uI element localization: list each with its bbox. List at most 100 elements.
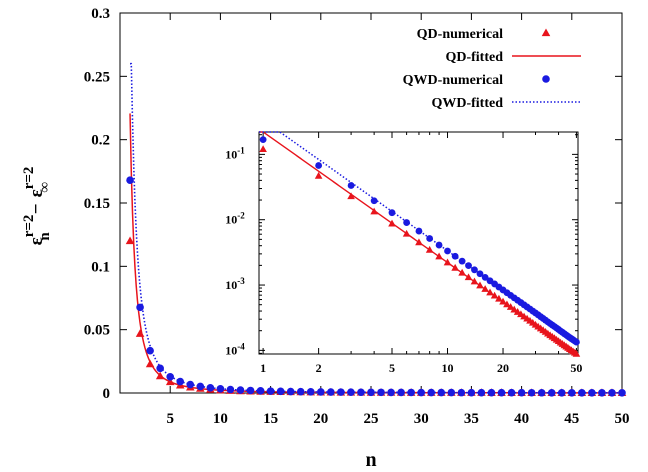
inset-qd-point	[402, 229, 411, 237]
qwd-point	[286, 387, 295, 396]
x-axis-label: n	[365, 449, 376, 471]
inset-qd-point	[490, 291, 499, 299]
x-tick-label: 25	[364, 411, 379, 427]
inset-qd-point	[388, 219, 396, 227]
svg-text:εr=2n−εr=2∞: εr=2n−εr=2∞	[21, 167, 53, 246]
qwd-point	[196, 382, 205, 391]
x-tick-label: 35	[464, 411, 479, 427]
inset-y-tick-label: 10-3	[225, 276, 245, 292]
inset-qwd-point	[476, 270, 484, 278]
qwd-point	[397, 388, 405, 397]
inset-qd-point	[347, 192, 355, 200]
x-tick-label: 40	[514, 411, 529, 427]
legend-label: QWD-fitted	[431, 96, 503, 111]
qwd-point	[427, 388, 436, 397]
x-tick-label: 15	[263, 411, 278, 427]
inset-qd-point	[503, 300, 511, 308]
inset-y-tick-label: 10-4	[225, 341, 245, 357]
inset-qwd-point	[259, 136, 267, 144]
inset-qd-point	[495, 294, 503, 302]
qwd-point	[266, 387, 275, 395]
inset-qwd-point	[415, 227, 423, 235]
y-label-base-1: ε	[26, 237, 47, 245]
qwd-point	[598, 389, 606, 397]
inset-qd-point	[476, 281, 484, 289]
inset-qwd-point	[403, 219, 411, 226]
inset-qd-point	[464, 273, 473, 281]
qwd-point	[357, 388, 365, 397]
inset-qd-point	[425, 245, 434, 253]
y-axis-label: εr=2n−εr=2∞	[21, 167, 53, 246]
y-label-sub-1: n	[37, 232, 53, 241]
inset-qd-point	[499, 297, 507, 305]
qwd-point	[517, 388, 526, 397]
y-label-sup-1: r=2	[21, 215, 37, 238]
qwd-point	[327, 388, 335, 396]
x-tick-label: 20	[313, 411, 328, 427]
qd-point	[135, 329, 145, 337]
qwd-point	[156, 364, 164, 373]
inset-qwd-point	[573, 338, 580, 346]
inset-qd-point	[470, 277, 479, 285]
inset-y-tick-label: 10-2	[225, 211, 245, 227]
inset-qd-point	[415, 238, 423, 246]
x-tick-label: 5	[166, 411, 174, 427]
qwd-point	[337, 388, 345, 396]
x-tick-label: 50	[615, 411, 630, 427]
legend-label: QWD-numerical	[403, 73, 503, 88]
qwd-point	[537, 388, 546, 397]
qwd-point	[497, 388, 506, 397]
qwd-point	[618, 389, 626, 397]
inset-y-tick-label: 10-1	[225, 145, 245, 161]
inset-x-tick-label: 1	[260, 361, 266, 375]
inset-x-tick-label: 5	[389, 361, 395, 375]
x-tick-label: 30	[414, 411, 429, 427]
qwd-point	[146, 346, 154, 355]
qwd-point	[437, 388, 446, 397]
legend: QD-numerical QD-fitted QWD-numerical QWD-fi…	[403, 27, 581, 111]
qd-point	[155, 371, 165, 380]
qwd-point	[226, 385, 235, 394]
qwd-point	[136, 303, 144, 312]
qwd-point	[588, 389, 596, 397]
inset-qwd-point	[347, 182, 355, 189]
main-plot: 5 10 15 20 25 30 35 40 45 5000.050.10.150.20.250.…	[84, 6, 630, 427]
legend-label: QD-numerical	[417, 27, 503, 42]
qwd-point	[216, 384, 225, 393]
legend-symbol-triangle	[541, 28, 551, 37]
qwd-point	[457, 388, 466, 397]
inset-qd-point	[435, 252, 443, 260]
qwd-point	[246, 386, 255, 395]
qwd-point	[296, 387, 305, 396]
inset-qd-point	[481, 285, 489, 292]
inset-x-tick-label: 2	[316, 361, 322, 375]
qwd-point	[477, 388, 486, 397]
qwd-point	[166, 372, 174, 381]
qwd-point	[547, 388, 556, 397]
y-label-minus: −	[26, 203, 47, 214]
inset-qwd-point	[388, 209, 396, 217]
qwd-point	[568, 388, 576, 397]
qwd-point	[487, 388, 496, 397]
qwd-point	[347, 388, 355, 396]
inset-qd-point	[458, 268, 466, 276]
qd-point	[145, 359, 155, 368]
inset-qwd-point	[451, 252, 459, 260]
inset-qwd-point	[370, 197, 378, 205]
qwd-point	[417, 388, 426, 397]
qwd-point	[447, 388, 456, 397]
inset-x-tick-label: 20	[497, 361, 509, 375]
qwd-point	[377, 388, 385, 397]
inset-qd-point	[451, 263, 459, 271]
inset-qwd-point	[426, 235, 434, 242]
qwd-point	[608, 389, 616, 397]
y-tick-label: 0.3	[91, 6, 110, 22]
qwd-point	[236, 386, 245, 394]
qwd-point	[557, 388, 566, 397]
inset-qwd-point	[435, 241, 443, 249]
inset-qwd-point	[444, 247, 451, 255]
y-tick-label: 0.2	[91, 133, 110, 149]
inset-qwd-fitted-line	[259, 131, 579, 344]
inset-qd-point	[506, 303, 515, 310]
qwd-point	[387, 388, 395, 397]
